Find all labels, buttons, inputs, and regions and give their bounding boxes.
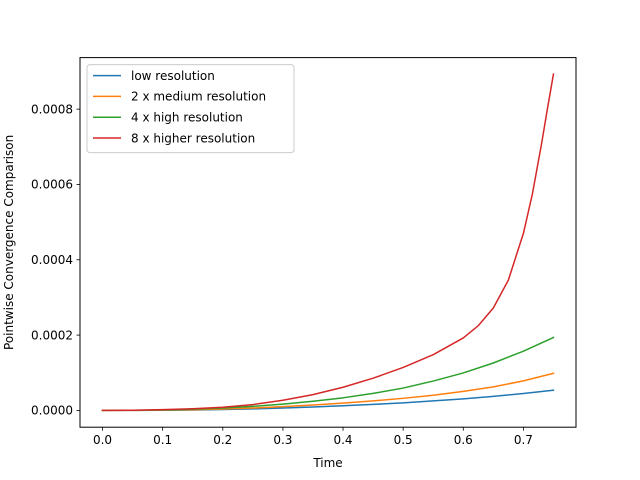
series-layer — [101, 73, 555, 412]
legend-label-4: 8 x higher resolution — [131, 131, 255, 145]
plot-frame — [79, 57, 577, 428]
y-tick-label: 0.0002 — [31, 328, 73, 342]
x-tick-label: 0.2 — [213, 433, 232, 447]
legend-label-2: 2 x medium resolution — [131, 90, 266, 104]
x-tick-label: 0.1 — [153, 433, 172, 447]
x-tick-label: 0.3 — [273, 433, 292, 447]
legend: low resolution 2 x medium resolution 4 x h… — [86, 64, 295, 154]
legend-label-1: low resolution — [131, 69, 215, 83]
y-axis-label: Pointwise Convergence Comparison — [2, 135, 16, 350]
x-tick-label: 0.4 — [333, 433, 352, 447]
legend-label-3: 4 x high resolution — [131, 111, 243, 125]
y-ticks: 0.0000 0.0002 0.0004 0.0006 0.0008 — [31, 102, 80, 418]
x-axis-label: Time — [312, 456, 342, 470]
y-tick-label: 0.0008 — [31, 102, 73, 116]
x-tick-label: 0.7 — [514, 433, 533, 447]
x-ticks: 0.0 0.1 0.2 0.3 0.4 0.5 0.6 0.7 — [93, 427, 533, 447]
x-tick-label: 0.5 — [394, 433, 413, 447]
series-line-4 — [101, 73, 555, 412]
y-tick-label: 0.0000 — [31, 404, 73, 418]
x-tick-label: 0.0 — [93, 433, 112, 447]
x-tick-label: 0.6 — [454, 433, 473, 447]
legend-box — [86, 64, 295, 154]
y-tick-label: 0.0004 — [31, 253, 73, 267]
y-tick-label: 0.0006 — [31, 178, 73, 192]
